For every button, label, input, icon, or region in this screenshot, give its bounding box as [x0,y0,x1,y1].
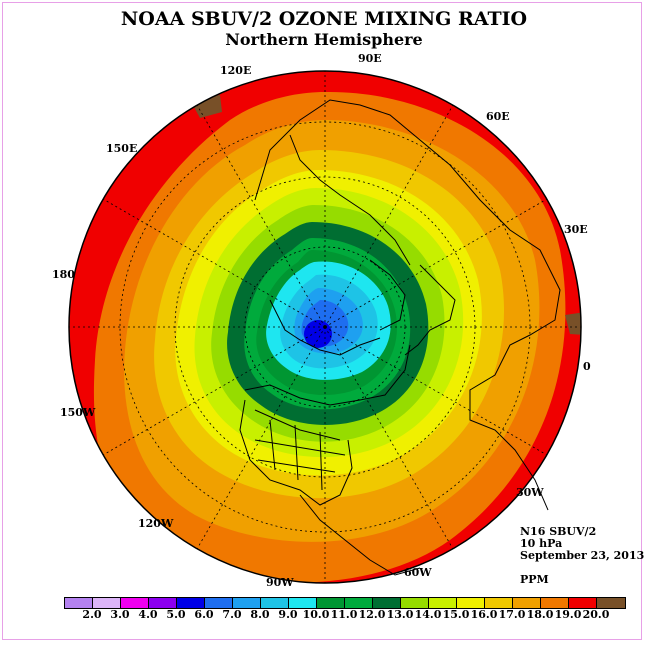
colorbar-tick-label: 7.0 [222,608,242,621]
colorbar-tick-label: 5.0 [166,608,186,621]
lon-label-120w: 120W [138,517,174,530]
lon-label-30w: 30W [516,486,544,499]
colorbar-swatch [177,598,205,608]
colorbar-tick-label: 3.0 [110,608,130,621]
colorbar-tick-label: 10.0 [302,608,330,621]
colorbar-tick-label: 19.0 [554,608,582,621]
colorbar-swatch [597,598,625,608]
figure-frame [2,2,642,640]
colorbar-swatch [233,598,261,608]
colorbar-swatch [485,598,513,608]
colorbar-tick-label: 4.0 [138,608,158,621]
colorbar-tick-label: 13.0 [386,608,414,621]
longitude-labels: 120E 90E 60E 150E 30E 180 0 150W 30W 120… [52,52,591,589]
colorbar-swatch [457,598,485,608]
lon-label-120e: 120E [220,64,251,77]
colorbar-swatch [513,598,541,608]
map-boundary [68,70,582,584]
lon-label-90e: 90E [358,52,382,65]
lon-label-30e: 30E [564,223,588,236]
colorbar-tick-label: 14.0 [414,608,442,621]
colorbar-swatch [205,598,233,608]
colorbar-tick-label: 16.0 [470,608,498,621]
colorbar [64,597,626,609]
colorbar-swatch [401,598,429,608]
colorbar-swatch [429,598,457,608]
colorbar-tick-label: 20.0 [582,608,610,621]
colorbar-swatch [541,598,569,608]
colorbar-tick-label: 8.0 [250,608,270,621]
lon-label-90w: 90W [266,576,294,589]
colorbar-swatch [121,598,149,608]
colorbar-tick-label: 18.0 [526,608,554,621]
colorbar-swatch [93,598,121,608]
date-label: September 23, 2013 [520,549,645,562]
coastlines [239,99,561,576]
pressure-level-label: 10 hPa [520,537,563,550]
colorbar-tick-label: 17.0 [498,608,526,621]
colorbar-tick-label: 12.0 [358,608,386,621]
colorbar-tick-label: 15.0 [442,608,470,621]
colorbar-swatch [373,598,401,608]
graticule [69,71,581,583]
lon-label-0: 0 [583,360,591,373]
units-label: PPM [520,573,549,586]
colorbar-tick-label: 2.0 [82,608,102,621]
colorbar-swatch [261,598,289,608]
colorbar-swatch [289,598,317,608]
colorbar-swatch [569,598,597,608]
lon-label-60w: 60W [404,566,432,579]
lon-label-180: 180 [52,268,75,281]
colorbar-tick-label: 9.0 [278,608,298,621]
lon-label-150e: 150E [106,142,137,155]
colorbar-swatch [317,598,345,608]
instrument-label: N16 SBUV/2 [520,525,597,538]
colorbar-swatch [65,598,93,608]
info-block: N16 SBUV/2 10 hPa September 23, 2013 [520,526,644,562]
lon-label-60e: 60E [486,110,510,123]
map-title: NOAA SBUV/2 OZONE MIXING RATIO [120,8,528,30]
map-subtitle: Northern Hemisphere [225,30,423,49]
colorbar-tick-label: 11.0 [330,608,358,621]
colorbar-swatch [345,598,373,608]
lon-label-150w: 150W [60,406,96,419]
colorbar-ticks: 2.0 3.0 4.0 5.0 6.0 7.0 8.0 9.0 10.0 11.0 12.0 13.0… [50,608,610,622]
colorbar-tick-label: 6.0 [194,608,214,621]
colorbar-swatch [149,598,177,608]
